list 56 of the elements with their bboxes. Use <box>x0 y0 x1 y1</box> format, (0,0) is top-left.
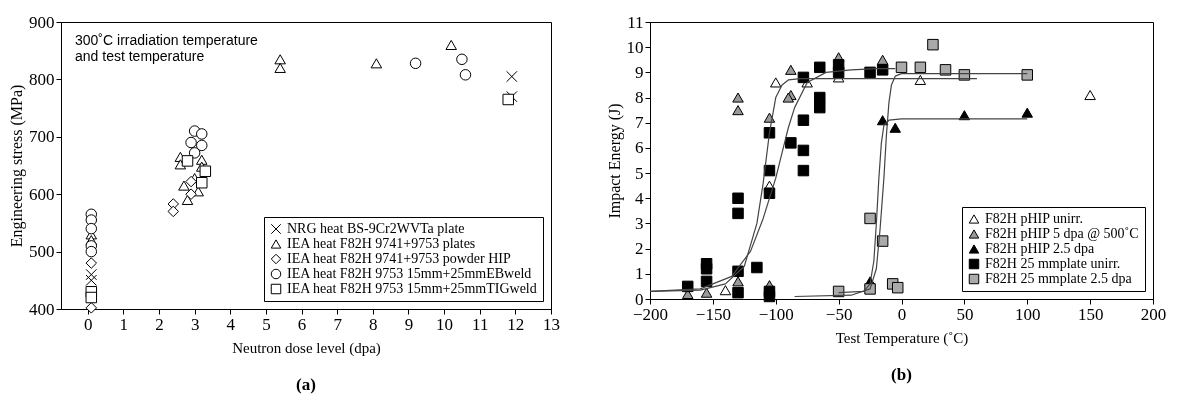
x-tick-label: 10 <box>436 314 454 334</box>
legend-label: F82H pHIP unirr. <box>985 211 1083 226</box>
y-tick-label: 5 <box>635 163 644 183</box>
x-tick-label: 200 <box>1140 304 1167 324</box>
x-tick-label: 150 <box>1077 304 1104 324</box>
x-axis-title: Neutron dose level (dpa) <box>232 339 381 357</box>
x-tick-label: 8 <box>369 314 378 334</box>
x-tick-label: 3 <box>190 314 200 334</box>
text: (a) <box>296 375 316 394</box>
x-tick-label: 0 <box>83 314 93 334</box>
legend-label: F82H pHIP 5 dpa @ 500˚C <box>985 226 1139 241</box>
legend-label: IEA heat F82H 9753 15mm+25mmTIGweld <box>287 281 537 296</box>
legend-label: F82H 25 mmplate unirr. <box>985 256 1121 271</box>
x-tick-label: 0 <box>897 304 907 324</box>
y-tick-label: 1 <box>635 264 644 284</box>
x-tick-label: 5 <box>262 314 271 334</box>
y-tick-label: 11 <box>627 12 644 32</box>
x-tick-label: 4 <box>226 314 236 334</box>
x-tick-label: 100 <box>1015 304 1041 324</box>
x-tick-label: 7 <box>333 314 343 334</box>
y-tick-label: 9 <box>635 62 644 82</box>
legend-label: IEA heat F82H 9741+9753 powder HIP <box>287 251 511 266</box>
legend-label: F82H 25 mmplate 2.5 dpa <box>985 271 1133 286</box>
y-tick-label: 6 <box>635 138 644 158</box>
legend-label: IEA heat F82H 9753 15mm+25mmEBweld <box>287 266 532 281</box>
x-tick-label: −50 <box>825 304 853 324</box>
x-tick-label: −150 <box>695 304 731 324</box>
x-tick-label: 13 <box>543 314 560 334</box>
y-tick-label: 400 <box>29 299 55 319</box>
legend-label: NRG heat BS-9Cr2WVTa plate <box>287 221 465 236</box>
x-tick-label: −100 <box>758 304 794 324</box>
x-tick-label: 12 <box>507 314 525 334</box>
y-tick-label: 3 <box>635 213 644 233</box>
y-tick-label: 7 <box>635 113 644 133</box>
y-tick-label: 800 <box>29 69 55 89</box>
y-tick-label: 10 <box>626 37 644 57</box>
y-tick-label: 2 <box>635 239 644 259</box>
y-tick-label: 900 <box>29 12 55 32</box>
x-tick-label: 50 <box>956 304 974 324</box>
x-tick-label: 1 <box>119 314 129 334</box>
x-tick-label: 2 <box>155 314 164 334</box>
y-tick-label: 500 <box>29 242 55 262</box>
legend-label: F82H pHIP 2.5 dpa <box>985 241 1095 256</box>
x-axis-title: Test Temperature (˚C) <box>835 329 969 347</box>
y-tick-label: 700 <box>29 127 55 147</box>
legend-label: IEA heat F82H 9741+9753 plates <box>287 236 476 251</box>
y-tick-label: 8 <box>635 88 644 108</box>
x-tick-label: 11 <box>472 314 489 334</box>
x-tick-label: 6 <box>297 314 307 334</box>
x-tick-label: 9 <box>404 314 414 334</box>
annotation: 300˚C irradiation temperature and test temperature <box>75 32 259 64</box>
y-axis-title: Impact Energy (J) <box>605 103 624 219</box>
y-axis-title: Engineering stress (MPa) <box>8 84 26 248</box>
y-tick-label: 600 <box>29 184 55 204</box>
text: (b) <box>891 365 912 384</box>
y-tick-label: 4 <box>635 188 644 208</box>
